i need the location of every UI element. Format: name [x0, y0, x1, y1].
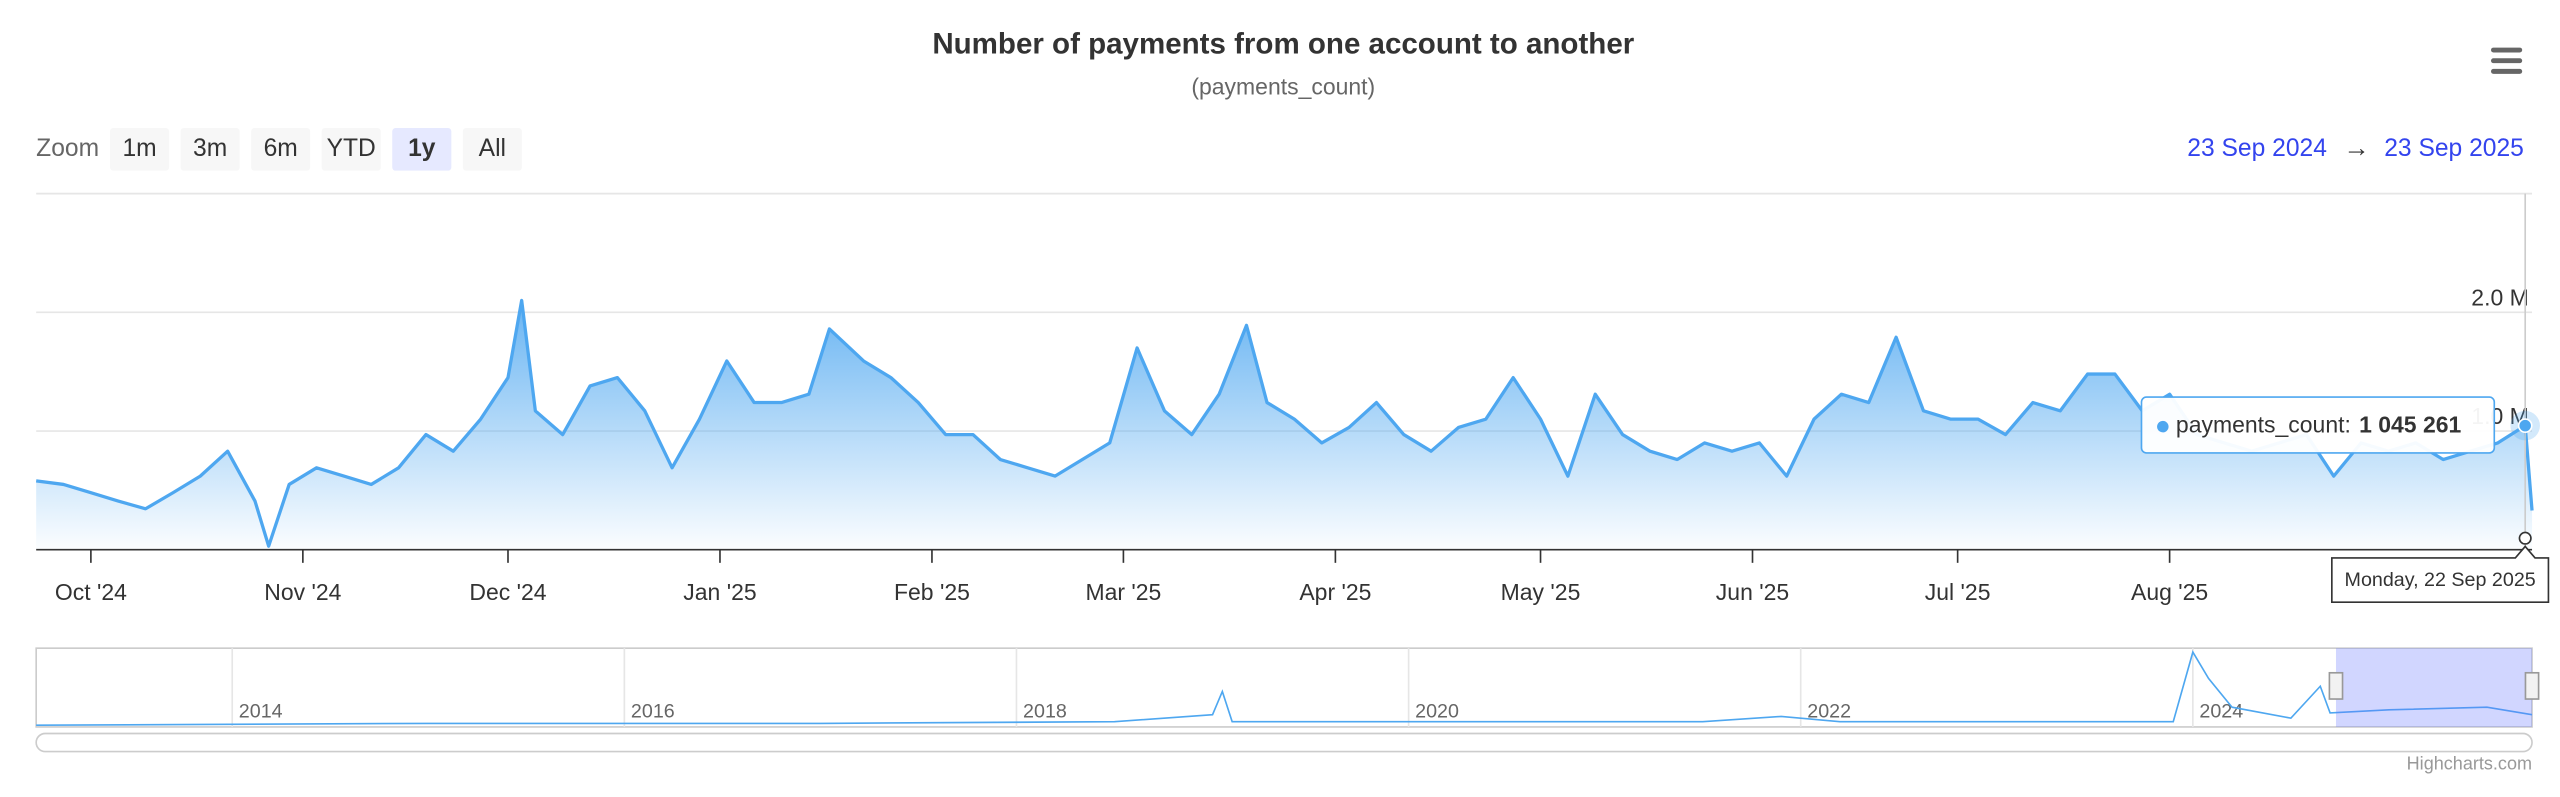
- tooltip-dot: [2157, 420, 2169, 433]
- zoom-buttons: 1m 3m 6m YTD 1y All: [110, 127, 522, 171]
- zoom-button-label: 3m: [193, 135, 227, 162]
- x-tick-label: Jul '25: [1925, 579, 1991, 605]
- menu-bar: [2491, 68, 2523, 74]
- zoom-button-label: 1y: [408, 135, 436, 162]
- tooltips: payments_count: 1 045 261 Monday, 22 Sep 2…: [2140, 193, 2550, 604]
- hover-marker: [2517, 418, 2533, 434]
- navigator-tick-label: 2014: [239, 700, 283, 722]
- zoom-button[interactable]: YTD: [321, 127, 381, 171]
- zoom-label: Zoom: [36, 135, 99, 162]
- x-tick-label: Jan '25: [683, 579, 756, 605]
- zoom-button[interactable]: 1m: [110, 127, 170, 171]
- date-tooltip: Monday, 22 Sep 2025: [2331, 545, 2550, 604]
- menu-bar: [2491, 58, 2523, 64]
- series-tooltip: payments_count: 1 045 261: [2140, 396, 2496, 454]
- zoom-button-bg: [251, 127, 311, 171]
- navigator-tick-label: 2018: [1023, 700, 1067, 722]
- navigator-handle[interactable]: [2524, 671, 2540, 700]
- zoom-button-bg: [462, 127, 522, 171]
- chart-subtitle: (payments_count): [1191, 74, 1375, 100]
- zoom-button-label: YTD: [327, 135, 376, 162]
- x-tick-label: Nov '24: [264, 579, 341, 605]
- x-tick-label: Apr '25: [1299, 579, 1371, 605]
- zoom-button[interactable]: 6m: [251, 127, 311, 171]
- y-tick-label: 2.0 M: [2471, 284, 2528, 310]
- navigator-selection[interactable]: [2335, 648, 2533, 727]
- zoom-button-label: 6m: [264, 135, 298, 162]
- tooltip-box: [2140, 396, 2496, 454]
- x-tick-label: May '25: [1501, 579, 1581, 605]
- series-line: [35, 298, 2534, 548]
- zoom-button-label: 1m: [122, 135, 156, 162]
- scrollbar-track[interactable]: [35, 732, 2533, 753]
- menu-button[interactable]: [2491, 47, 2523, 74]
- plot-area: [35, 298, 2534, 550]
- x-tick-label: Aug '25: [2131, 579, 2208, 605]
- area-fill: [36, 300, 2533, 550]
- range-to[interactable]: 23 Sep 2025: [2384, 135, 2524, 162]
- navigator-tick-label: 2022: [1807, 700, 1851, 722]
- navigator-tick-label: 2016: [631, 700, 675, 722]
- axis-marker: [2518, 531, 2532, 545]
- zoom-button-label: All: [479, 135, 506, 162]
- chart-title: Number of payments from one account to a…: [932, 28, 1634, 61]
- zoom-button[interactable]: 3m: [180, 127, 240, 171]
- zoom-button-bg: [321, 127, 381, 171]
- tooltip-label: payments_count:: [2176, 412, 2351, 438]
- x-tick-label: Dec '24: [469, 579, 546, 605]
- navigator[interactable]: 2014 2016 2018 2020 2022 2024: [35, 647, 2540, 750]
- navigator-handle[interactable]: [2328, 671, 2344, 700]
- range-from[interactable]: 23 Sep 2024: [2187, 135, 2327, 162]
- x-tick-label: Jun '25: [1716, 579, 1789, 605]
- x-tick-label: Oct '24: [55, 579, 127, 605]
- zoom-button-bg: [110, 127, 170, 171]
- zoom-button-bg: [180, 127, 240, 171]
- range-arrow: →: [2343, 132, 2369, 162]
- zoom-button-bg: [392, 127, 452, 171]
- navigator-series: [36, 650, 2533, 727]
- date-tooltip-box: [2331, 545, 2550, 604]
- tooltip-text: payments_count: 1 045 261: [2176, 412, 2462, 438]
- navigator-tick-label: 2024: [2199, 700, 2243, 722]
- menu-bar: [2491, 47, 2523, 53]
- zoom-button[interactable]: All: [462, 127, 522, 171]
- x-tick-label: Mar '25: [1085, 579, 1161, 605]
- tooltip-value: 1 045 261: [2359, 412, 2461, 438]
- zoom-button[interactable]: 1y: [392, 127, 452, 171]
- navigator-bg: [35, 647, 2533, 728]
- date-tooltip-text: Monday, 22 Sep 2025: [2345, 569, 2536, 591]
- navigator-tick-label: 2020: [1415, 700, 1459, 722]
- credits[interactable]: Highcharts.com: [2407, 753, 2532, 773]
- x-tick-label: Feb '25: [894, 579, 970, 605]
